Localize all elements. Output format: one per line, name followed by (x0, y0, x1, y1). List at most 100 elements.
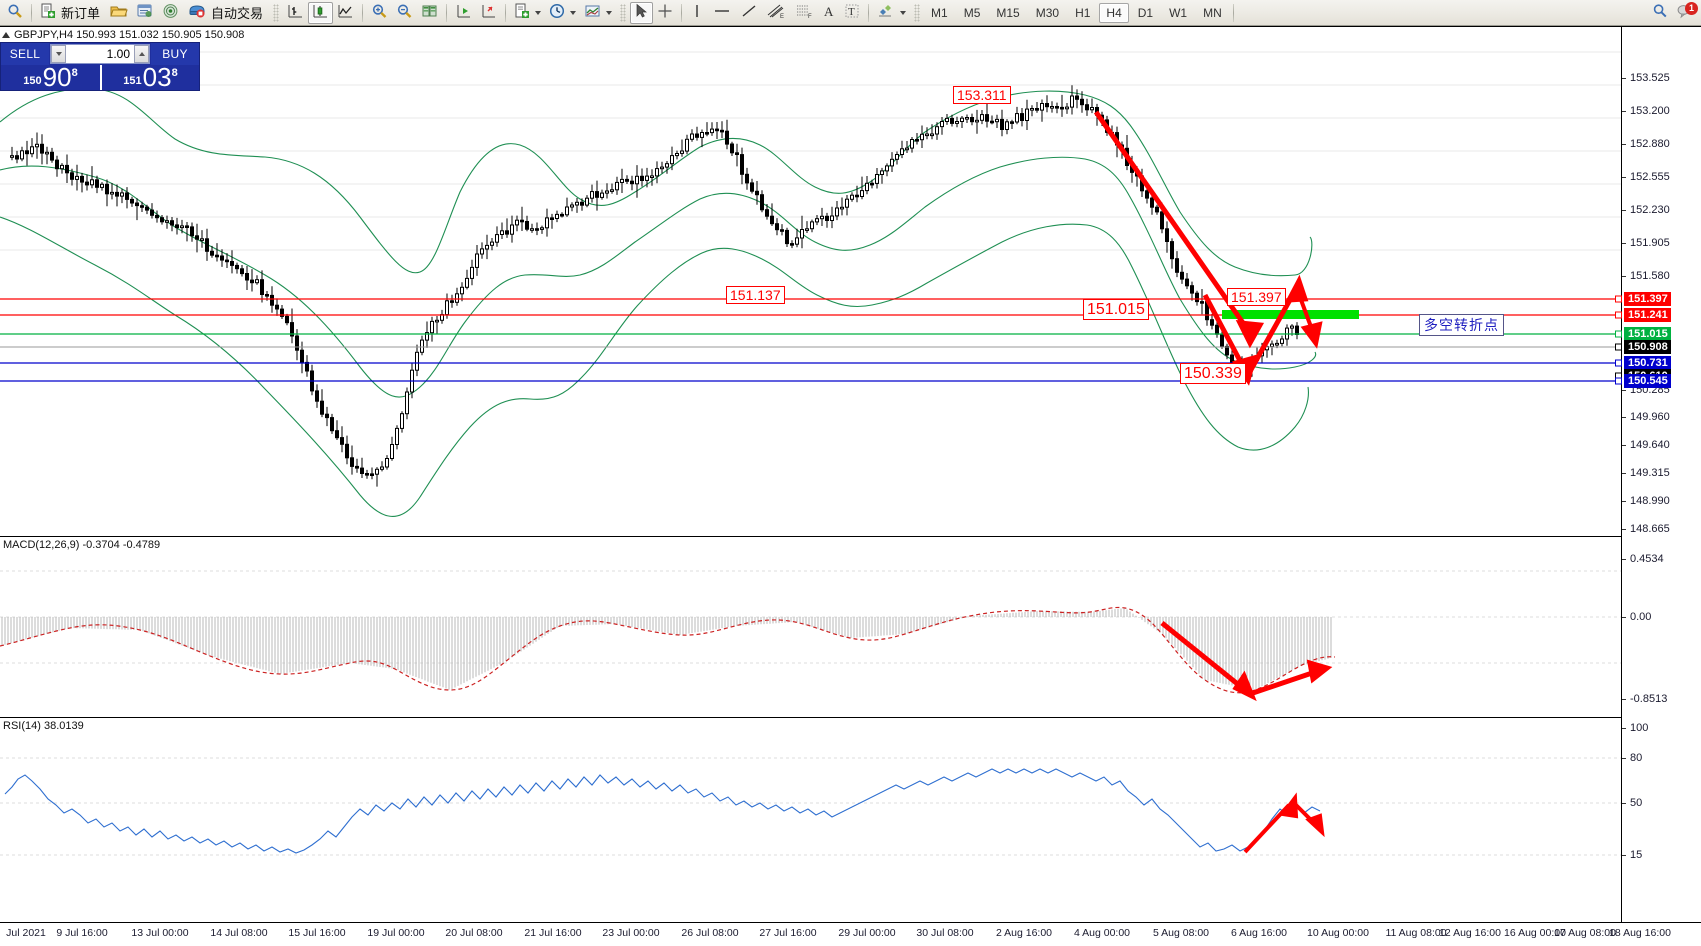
timeframe-h1[interactable]: H1 (1075, 5, 1091, 20)
timeframe-m5[interactable]: M5 (963, 5, 981, 20)
toolbar-grip-2[interactable] (620, 3, 627, 22)
text-label-tool-button[interactable]: T (840, 2, 864, 24)
chart-shift-icon (480, 3, 497, 22)
toolbar-grip-3[interactable] (914, 3, 921, 22)
price-level-handle[interactable] (1615, 295, 1622, 303)
price-level-label[interactable]: 151.241 (1624, 308, 1671, 322)
clock-icon (549, 3, 565, 22)
price-pane[interactable] (0, 27, 1621, 537)
chevron-down-icon-4 (900, 10, 907, 15)
price-level-label[interactable]: 151.397 (1624, 292, 1671, 306)
sell-price[interactable]: 150 90 8 (1, 62, 100, 92)
time-scale[interactable]: Jul 2021 9 Jul 16:00 13 Jul 00:00 14 Jul 08… (0, 922, 1701, 946)
zoom-out-button[interactable] (392, 2, 417, 24)
price-level-handle[interactable] (1615, 330, 1622, 338)
svg-text:A: A (824, 4, 834, 19)
rsi-tick: 15 (1622, 849, 1642, 861)
price-level-handle[interactable] (1615, 311, 1622, 319)
label-151137[interactable]: 151.137 (726, 286, 785, 304)
chevron-down-icon (535, 10, 542, 15)
price-chart-svg (0, 51, 1621, 517)
channel-icon: E (766, 3, 786, 22)
price-level-label[interactable]: 150.545 (1624, 374, 1671, 388)
notifications-button[interactable]: 1 (1672, 1, 1698, 24)
toolbar-grip[interactable] (273, 3, 280, 22)
timeframe-mn[interactable]: MN (1203, 5, 1222, 20)
text-tool-button[interactable]: A (818, 2, 840, 24)
price-tick: 149.640 (1622, 439, 1670, 451)
chart-shift-button[interactable] (106, 2, 132, 24)
shapes-icon (877, 3, 895, 22)
search-toolbar-icon[interactable] (3, 2, 27, 24)
templates-menu-button[interactable] (580, 2, 616, 24)
chart-shift-toggle-button[interactable] (476, 2, 501, 24)
sell-price-big: 90 (42, 62, 72, 92)
time-tick: 4 Aug 00:00 (1073, 927, 1131, 939)
price-level-label[interactable]: 150.908 (1624, 340, 1671, 354)
label-151015[interactable]: 151.015 (1083, 299, 1149, 320)
timeframe-m15[interactable]: M15 (996, 5, 1020, 20)
new-order-button[interactable]: 新订单 (36, 2, 106, 24)
macd-chart-svg (0, 570, 1621, 702)
indicators-menu-button[interactable] (510, 2, 545, 24)
time-tick: 5 Aug 08:00 (1152, 927, 1210, 939)
search-button-right[interactable] (1648, 2, 1672, 24)
zoom-in-button[interactable] (367, 2, 392, 24)
price-level-label[interactable]: 151.015 (1624, 327, 1671, 341)
label-150339[interactable]: 150.339 (1180, 363, 1246, 384)
buy-price[interactable]: 151 03 8 (100, 64, 199, 90)
zoom-out-icon (396, 3, 413, 22)
macd-pane[interactable]: MACD(12,26,9) -0.3704 -0.4789 (0, 538, 1621, 718)
label-151397[interactable]: 151.397 (1227, 288, 1286, 306)
data-window-button[interactable] (132, 2, 158, 24)
volume-decrease-button[interactable] (51, 45, 66, 63)
candlestick-chart-button[interactable] (308, 1, 334, 24)
timeframe-m1[interactable]: M1 (931, 5, 948, 20)
label-turning-point[interactable]: 多空转折点 (1419, 314, 1504, 336)
chart-area[interactable]: MACD(12,26,9) -0.3704 -0.4789 (0, 26, 1701, 946)
periods-menu-button[interactable] (545, 2, 580, 24)
auto-scroll-button[interactable] (451, 2, 476, 24)
price-level-handle[interactable] (1615, 377, 1622, 385)
volume-increase-button[interactable] (134, 45, 149, 63)
timeframe-w1[interactable]: W1 (1169, 5, 1188, 20)
sell-button[interactable]: SELL (1, 43, 49, 65)
time-tick: 26 Jul 08:00 (681, 927, 739, 939)
rsi-tick: 100 (1622, 722, 1648, 734)
price-level-label[interactable]: 150.731 (1624, 356, 1671, 370)
trendline-tool-button[interactable] (736, 2, 762, 24)
timeframe-d1[interactable]: D1 (1137, 5, 1154, 20)
horizontal-line-icon (712, 3, 732, 22)
collapse-triangle-icon[interactable] (2, 32, 10, 38)
label-153311[interactable]: 153.311 (953, 86, 1011, 104)
vertical-line-tool-button[interactable] (686, 2, 708, 24)
timeframe-m30[interactable]: M30 (1035, 5, 1060, 20)
crosshair-tool-button[interactable] (653, 2, 677, 24)
one-click-price-row: 150 90 8 151 03 8 (1, 62, 199, 92)
price-tick: 149.960 (1622, 411, 1670, 423)
auto-scroll-icon (455, 3, 472, 22)
macd-tick: 0.00 (1622, 611, 1651, 623)
price-scale[interactable]: 153.525 153.200 152.880 152.555 152.230 151.9… (1615, 27, 1701, 922)
crosshair-icon (657, 3, 673, 22)
horizontal-line-tool-button[interactable] (708, 2, 736, 24)
time-tick: 30 Jul 08:00 (916, 927, 974, 939)
bar-chart-button[interactable] (283, 2, 308, 24)
tile-windows-button[interactable] (417, 2, 442, 24)
cursor-tool-button[interactable] (630, 1, 654, 24)
market-watch-button[interactable] (158, 2, 184, 24)
price-level-handle[interactable] (1615, 343, 1622, 351)
autotrading-button[interactable]: 自动交易 (184, 2, 269, 24)
equidistant-channel-tool-button[interactable]: E (762, 2, 790, 24)
volume-value[interactable]: 1.00 (66, 45, 134, 63)
rsi-pane[interactable]: RSI(14) 38.0139 (0, 719, 1621, 881)
price-level-handle[interactable] (1615, 359, 1622, 367)
line-chart-button[interactable] (333, 2, 358, 24)
time-tick: 2 Aug 16:00 (995, 927, 1053, 939)
timeframe-h4[interactable]: H4 (1099, 2, 1129, 23)
objects-menu-button[interactable] (873, 2, 910, 24)
volume-stepper[interactable]: 1.00 (50, 44, 150, 64)
fibonacci-tool-button[interactable]: F (790, 2, 818, 24)
buy-button[interactable]: BUY (151, 43, 199, 65)
one-click-trading-panel[interactable]: SELL 1.00 BUY 150 90 8 151 03 8 (0, 42, 200, 91)
